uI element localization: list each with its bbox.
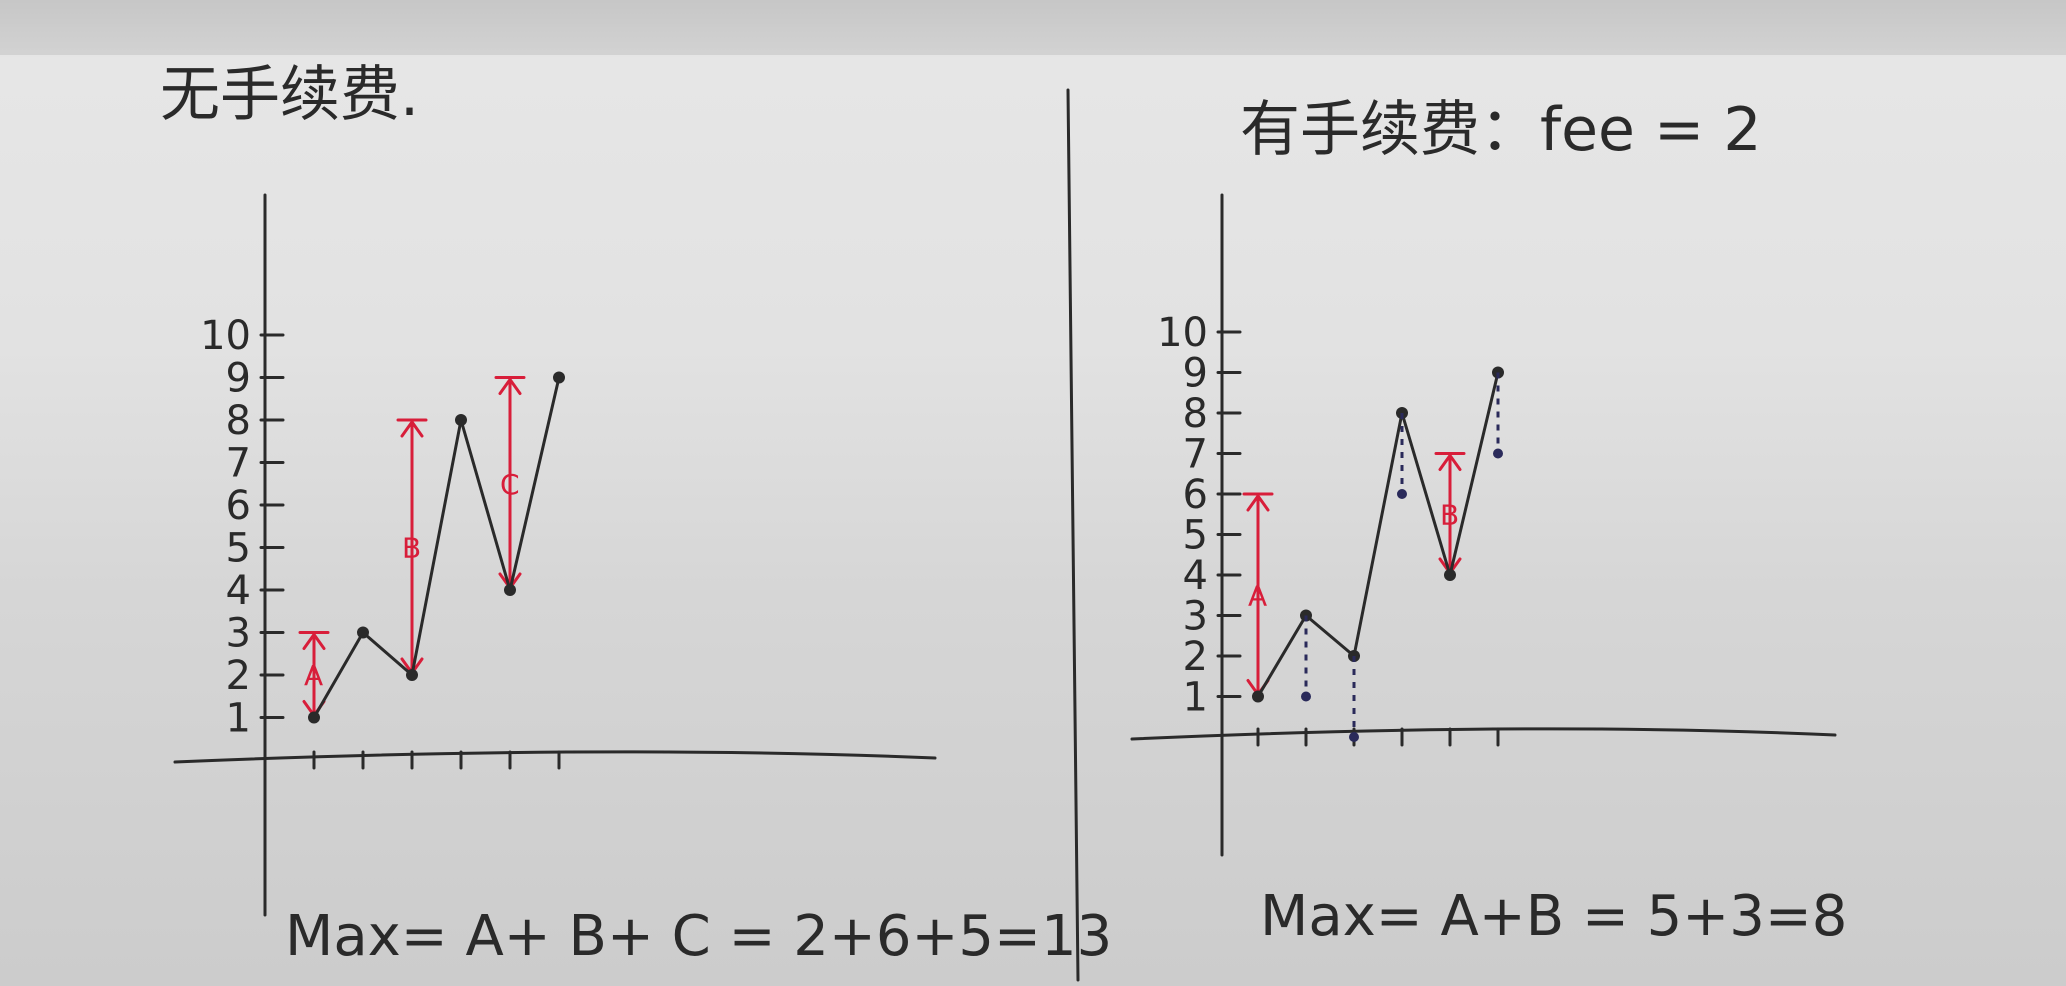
arrowhead-up [498,376,522,395]
y-tick-label: 10 [200,313,251,359]
top-shadow [0,0,2066,55]
divider-line [1066,88,1080,982]
y-tick-label: 8 [226,398,251,444]
annotation-label: C [500,468,520,501]
data-point [455,414,467,426]
arrowhead-up [400,419,424,438]
fee-point [1349,732,1359,742]
fee-point [1397,489,1407,499]
fee-point [1301,691,1311,702]
annotation-label: B [402,532,421,565]
arrowhead-up [302,631,326,650]
y-tick-label: 2 [226,653,251,699]
fee-point [1493,448,1503,459]
y-tick-label: 3 [226,611,251,657]
arrowhead-up [1438,452,1462,471]
y-tick-label: 6 [226,483,251,529]
data-point [504,584,516,596]
y-tick-label: 8 [1183,391,1208,437]
data-point [553,371,565,384]
y-tick-label: 9 [1183,351,1208,397]
data-point [1444,569,1456,581]
chart-title: 无手续费. [160,60,419,130]
data-point [406,669,418,681]
y-tick-label: 1 [226,696,251,742]
y-tick-label: 4 [226,568,251,614]
data-point [357,626,369,639]
arrowhead-up [1246,493,1270,512]
chart-title: 有手续费：fee = 2 [1240,95,1762,165]
y-tick-label: 5 [226,526,251,572]
y-tick-label: 10 [1157,310,1208,356]
annotation-label: B [1440,498,1459,531]
annotation-label: A [304,659,323,692]
y-tick-label: 4 [1183,553,1208,599]
annotation-label: A [1248,579,1267,612]
data-point [1252,690,1264,703]
y-tick-label: 3 [1183,594,1208,640]
y-tick-label: 9 [226,356,251,402]
y-tick-label: 1 [1183,675,1208,721]
series-line [312,376,561,719]
y-tick-label: 7 [1183,432,1208,478]
y-tick-label: 2 [1183,634,1208,680]
formula: Max= A+ B+ C = 2+6+5=13 [285,904,1112,969]
x-axis [173,750,937,764]
formula: Max= A+B = 5+3=8 [1260,884,1847,949]
y-tick-label: 6 [1183,472,1208,518]
data-point [308,711,320,724]
y-tick-label: 7 [226,441,251,487]
x-axis [1130,727,1837,741]
series-line [1256,371,1500,698]
y-tick-label: 5 [1183,513,1208,559]
